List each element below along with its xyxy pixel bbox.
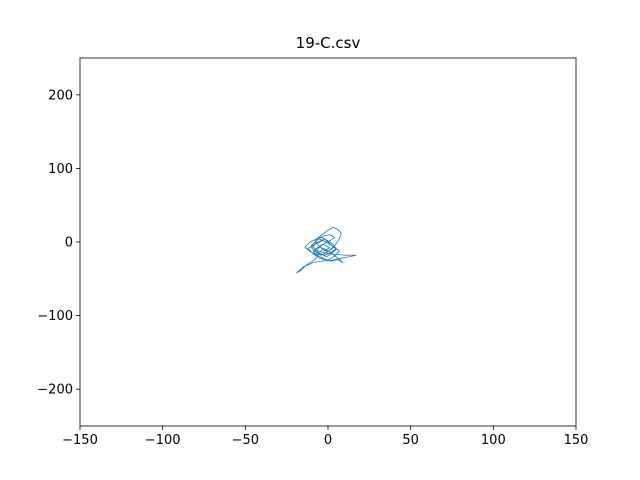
- x-tick-label: 100: [481, 433, 506, 448]
- y-tick-label: −100: [37, 309, 73, 324]
- y-tick-label: −200: [37, 383, 73, 398]
- y-tick-label: 0: [65, 236, 73, 251]
- y-axis: −200 −100 0 100 200: [37, 88, 80, 398]
- series-line: [296, 226, 357, 274]
- x-tick-label: 50: [402, 433, 419, 448]
- chart-title: 19-C.csv: [296, 34, 361, 52]
- x-tick-label: −150: [62, 433, 98, 448]
- x-axis: −150 −100 −50 0 50 100 150: [62, 426, 588, 448]
- y-tick-label: 200: [48, 88, 73, 103]
- x-tick-label: 150: [564, 433, 589, 448]
- y-tick-label: 100: [48, 162, 73, 177]
- x-tick-label: −50: [232, 433, 259, 448]
- series-layer: [296, 226, 357, 274]
- x-tick-label: −100: [145, 433, 181, 448]
- x-tick-label: 0: [324, 433, 332, 448]
